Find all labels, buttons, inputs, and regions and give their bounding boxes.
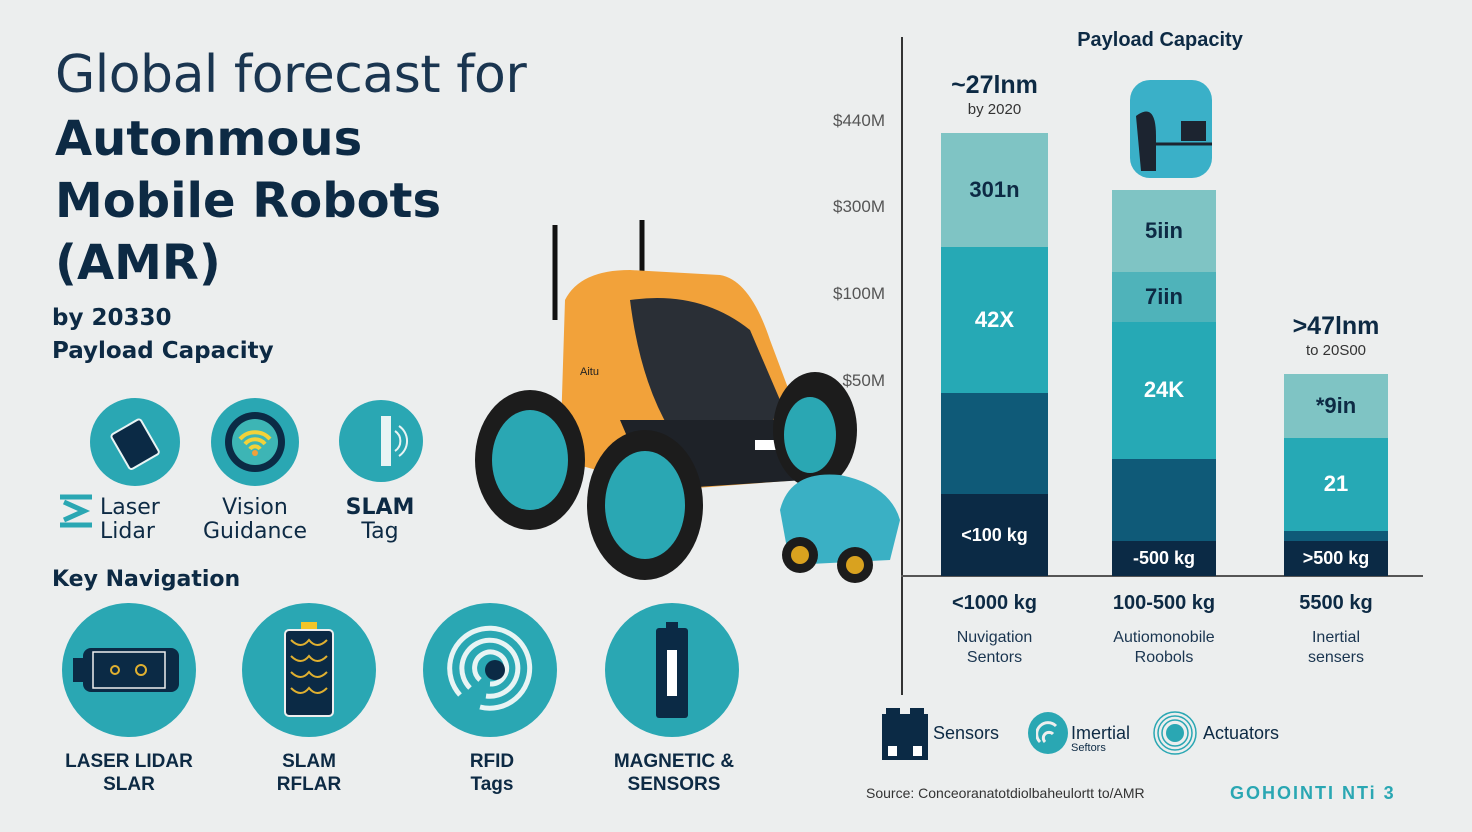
top-icon-label: Laser xyxy=(100,495,160,520)
sensor-block-icon xyxy=(882,708,928,765)
key-nav-label: LASER LIDAR xyxy=(65,751,193,772)
key-nav-label: RFID xyxy=(469,751,515,772)
segment-label: 21 xyxy=(1323,471,1349,497)
title-line1: Global forecast for xyxy=(55,45,527,105)
segment-label: 24K xyxy=(1143,377,1185,403)
segment-label: *9in xyxy=(1315,392,1357,418)
battery-grid-icon xyxy=(242,603,376,737)
title-line2: Autonmous xyxy=(55,111,363,167)
bar-segment: 24K xyxy=(1112,321,1216,459)
segment-label: <100 kg xyxy=(961,524,1028,545)
key-nav-label: SENSORS xyxy=(627,774,721,795)
source-note: Source: Conceoranatotdiolbaheulortt to/A… xyxy=(866,785,1145,801)
key-nav-label: Tags xyxy=(470,774,514,795)
title-line3: Mobile Robots xyxy=(55,173,442,229)
magnetic-battery-icon xyxy=(605,603,739,737)
actuator-rings-icon xyxy=(1152,710,1198,761)
top-icon-label: Guidance xyxy=(202,519,308,544)
subtitle-year: by 20330 xyxy=(52,305,172,331)
segment-label: 301n xyxy=(969,177,1020,203)
bar-segment: 42X xyxy=(941,247,1048,393)
lidar-device-icon xyxy=(90,398,180,486)
x-category-sublabel: Nuvigation xyxy=(956,629,1033,646)
bar-annotation-sub: to 20S00 xyxy=(1305,341,1367,359)
segment-label: 5iin xyxy=(1145,218,1183,244)
lidar-logo-icon xyxy=(58,494,94,528)
x-category-sublabel: Autiomonobile xyxy=(1113,629,1215,646)
bar-segment xyxy=(941,392,1048,495)
key-nav-label: SLAR xyxy=(103,774,155,795)
title-main: Autonmous Mobile Robots (AMR) xyxy=(55,108,441,294)
wifi-signal-icon xyxy=(211,398,299,486)
x-category-sublabel: Sentors xyxy=(966,649,1023,666)
bar-segment xyxy=(1284,531,1388,541)
bar-segment: >500 kg xyxy=(1284,540,1388,576)
top-icon-label: SLAM xyxy=(345,495,415,520)
rfid-tag-icon xyxy=(339,400,423,482)
bar-segment: 7iin xyxy=(1112,272,1216,322)
bar-segment: *9in xyxy=(1284,373,1388,438)
lidar-sensor-icon xyxy=(62,603,196,737)
brand-logo: GOHOINTI NTi 3 xyxy=(1230,783,1396,803)
x-category-label: <1000 kg xyxy=(951,592,1038,614)
top-icon-label: Tag xyxy=(361,519,399,544)
bar-annotation-sub: by 2020 xyxy=(967,101,1022,119)
x-category-sublabel: Roobols xyxy=(1134,649,1194,666)
key-nav-label: SLAM xyxy=(282,751,336,772)
amr-robot-illustration: Aitu xyxy=(475,220,900,583)
y-tick-label: $50M xyxy=(842,371,885,390)
bar-segment: <100 kg xyxy=(941,494,1048,576)
bar-annotation: >47lnm xyxy=(1292,311,1380,340)
bar-segment: 21 xyxy=(1284,437,1388,532)
segment-label: 42X xyxy=(974,306,1015,332)
y-tick-label: $440M xyxy=(833,111,885,130)
y-tick-label: $100M xyxy=(833,284,885,303)
bar-segment: 301n xyxy=(941,133,1048,247)
legend-sublabel: Seftors xyxy=(1071,742,1106,754)
x-category-label: 100-500 kg xyxy=(1112,592,1216,614)
y-axis-line xyxy=(901,37,903,695)
subtitle-payload: Payload Capacity xyxy=(52,338,274,364)
key-nav-label: MAGNETIC & xyxy=(613,751,735,772)
bar-segment xyxy=(1112,459,1216,541)
x-axis-line xyxy=(901,575,1423,577)
top-icon-label: Lidar xyxy=(100,519,155,544)
x-category-sublabel: Inertial xyxy=(1311,629,1361,646)
bar-segment: -500 kg xyxy=(1112,540,1216,576)
legend-label: Actuators xyxy=(1203,723,1280,743)
segment-label: 7iin xyxy=(1145,284,1183,310)
legend-label: Imertial xyxy=(1071,723,1131,743)
rfid-wave-icon xyxy=(423,603,557,737)
bar-segment: 5iin xyxy=(1112,190,1216,273)
x-category-sublabel: sensers xyxy=(1307,649,1365,666)
robot-brand-label: Aitu xyxy=(580,366,599,378)
top-icon-label: Vision xyxy=(222,495,288,520)
x-category-label: 5500 kg xyxy=(1299,592,1373,614)
legend-label: Sensors xyxy=(933,723,1000,743)
segment-label: >500 kg xyxy=(1302,547,1370,568)
key-nav-label: RFLAR xyxy=(276,774,342,795)
inertial-icon xyxy=(1028,712,1068,754)
segment-label: -500 kg xyxy=(1132,547,1196,568)
y-tick-label: $300M xyxy=(833,197,885,216)
small-robot-illustration xyxy=(1130,80,1212,178)
key-navigation-heading: Key Navigation xyxy=(52,567,241,592)
chart-title: Payload Capacity xyxy=(1077,29,1243,51)
bar-annotation: ~27lnm xyxy=(951,71,1038,100)
title-line4: (AMR) xyxy=(55,235,221,291)
